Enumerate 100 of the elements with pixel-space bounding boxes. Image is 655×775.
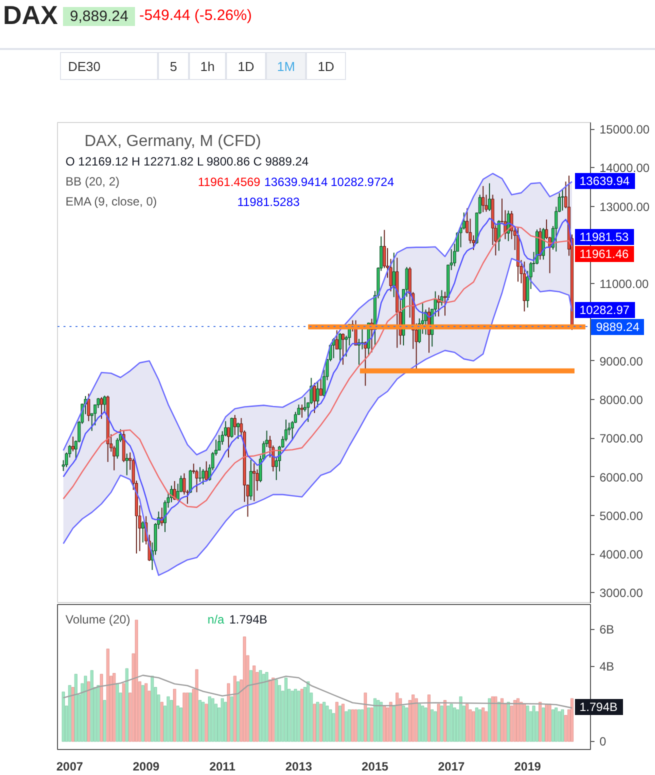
bar <box>466 704 469 742</box>
bar <box>392 706 396 742</box>
data-label: 1.794B <box>574 699 623 716</box>
bar <box>312 704 316 742</box>
data-label: 11961.46 <box>574 246 634 262</box>
bar <box>87 681 90 742</box>
bar <box>551 709 555 742</box>
bar <box>500 698 504 742</box>
candlestick <box>204 460 208 481</box>
bar <box>341 704 345 742</box>
x-tick-label: 2017 <box>438 760 466 774</box>
bar <box>170 700 174 742</box>
bar <box>236 681 240 742</box>
bar <box>497 702 500 742</box>
bar <box>74 674 78 742</box>
bar <box>297 690 300 742</box>
text: 5 <box>158 52 189 80</box>
bar <box>176 706 180 742</box>
annotation: BB (20, 2) <box>66 174 120 188</box>
bar <box>364 692 367 742</box>
candlestick <box>392 252 396 298</box>
bar <box>440 706 444 742</box>
bar <box>268 680 272 742</box>
bar <box>472 711 476 742</box>
candlestick <box>300 404 304 418</box>
bar <box>475 708 478 742</box>
annotation: EMA (9, close, 0) <box>66 194 157 208</box>
bar <box>506 702 510 742</box>
bar <box>316 702 320 742</box>
bar <box>430 709 434 742</box>
bar <box>125 668 128 742</box>
y-tick-label: 7000.00 <box>600 432 644 446</box>
bar <box>354 709 358 742</box>
candlestick <box>100 396 104 420</box>
candlestick <box>482 186 485 213</box>
candlestick <box>141 520 144 543</box>
bar <box>427 694 431 742</box>
annotation: O 12169.12 H 12271.82 L 9800.86 C 9889.24 <box>66 154 309 168</box>
bar <box>319 704 322 742</box>
bar <box>396 692 399 742</box>
bar <box>62 692 65 742</box>
data-label: 10282.97 <box>574 302 635 318</box>
annotation: 11961.4569 <box>198 175 261 189</box>
bar <box>173 688 176 742</box>
data-label: 11981.53 <box>574 229 634 246</box>
bar <box>300 688 304 742</box>
bar <box>112 672 116 742</box>
x-tick-label: 2013 <box>285 760 312 774</box>
y-tick-label: 0 <box>600 734 606 748</box>
bar <box>202 702 205 742</box>
candlestick <box>312 382 316 414</box>
candlestick <box>252 462 256 502</box>
bar <box>68 685 72 742</box>
y-tick-label: 3000.00 <box>600 586 644 600</box>
bar <box>332 713 336 742</box>
annotation: 1.794B <box>229 612 268 626</box>
y-tick-label: 9000.00 <box>600 354 644 368</box>
bar <box>360 709 364 742</box>
candlestick <box>233 414 236 436</box>
candlestick <box>443 291 447 316</box>
bar <box>150 676 154 742</box>
bar <box>402 706 406 742</box>
bar <box>100 674 104 742</box>
x-tick-label: 2009 <box>132 760 160 774</box>
bar <box>90 670 94 742</box>
bar <box>106 648 110 742</box>
bar <box>160 702 164 742</box>
x-tick-label: 2011 <box>209 760 236 774</box>
bar <box>418 704 421 742</box>
y-tick-label: 4B <box>600 660 614 674</box>
text: -549.44 (-5.26%) <box>139 6 252 26</box>
candlestick <box>125 453 128 476</box>
bar <box>389 702 392 742</box>
annotation: 11981.5283 <box>237 195 300 209</box>
y-tick-label: 4000.00 <box>600 548 644 562</box>
bar <box>370 708 374 742</box>
y-tick-label: 15000.00 <box>600 122 650 137</box>
candlestick <box>316 381 320 408</box>
bar <box>459 696 462 742</box>
bar <box>322 702 326 742</box>
candlestick <box>71 436 74 452</box>
text: DAX <box>3 0 58 32</box>
line-series <box>62 172 573 456</box>
bar <box>544 704 548 742</box>
line-series <box>62 674 573 709</box>
text: DAX, Germany, M (CFD) <box>84 133 262 150</box>
y-tick-label: 5000.00 <box>600 508 644 523</box>
bar <box>195 669 198 742</box>
y-tick-label: 13000.00 <box>600 200 650 214</box>
bar <box>141 685 144 742</box>
bar <box>344 711 348 742</box>
bar <box>252 665 256 742</box>
line-series <box>62 258 573 576</box>
bar <box>405 708 408 742</box>
candlestick <box>103 395 106 412</box>
y-tick-label: 8000.00 <box>600 393 644 408</box>
bar <box>538 702 542 742</box>
text: 9,889.24 <box>62 6 136 26</box>
candlestick <box>462 212 466 230</box>
bar <box>560 709 564 742</box>
